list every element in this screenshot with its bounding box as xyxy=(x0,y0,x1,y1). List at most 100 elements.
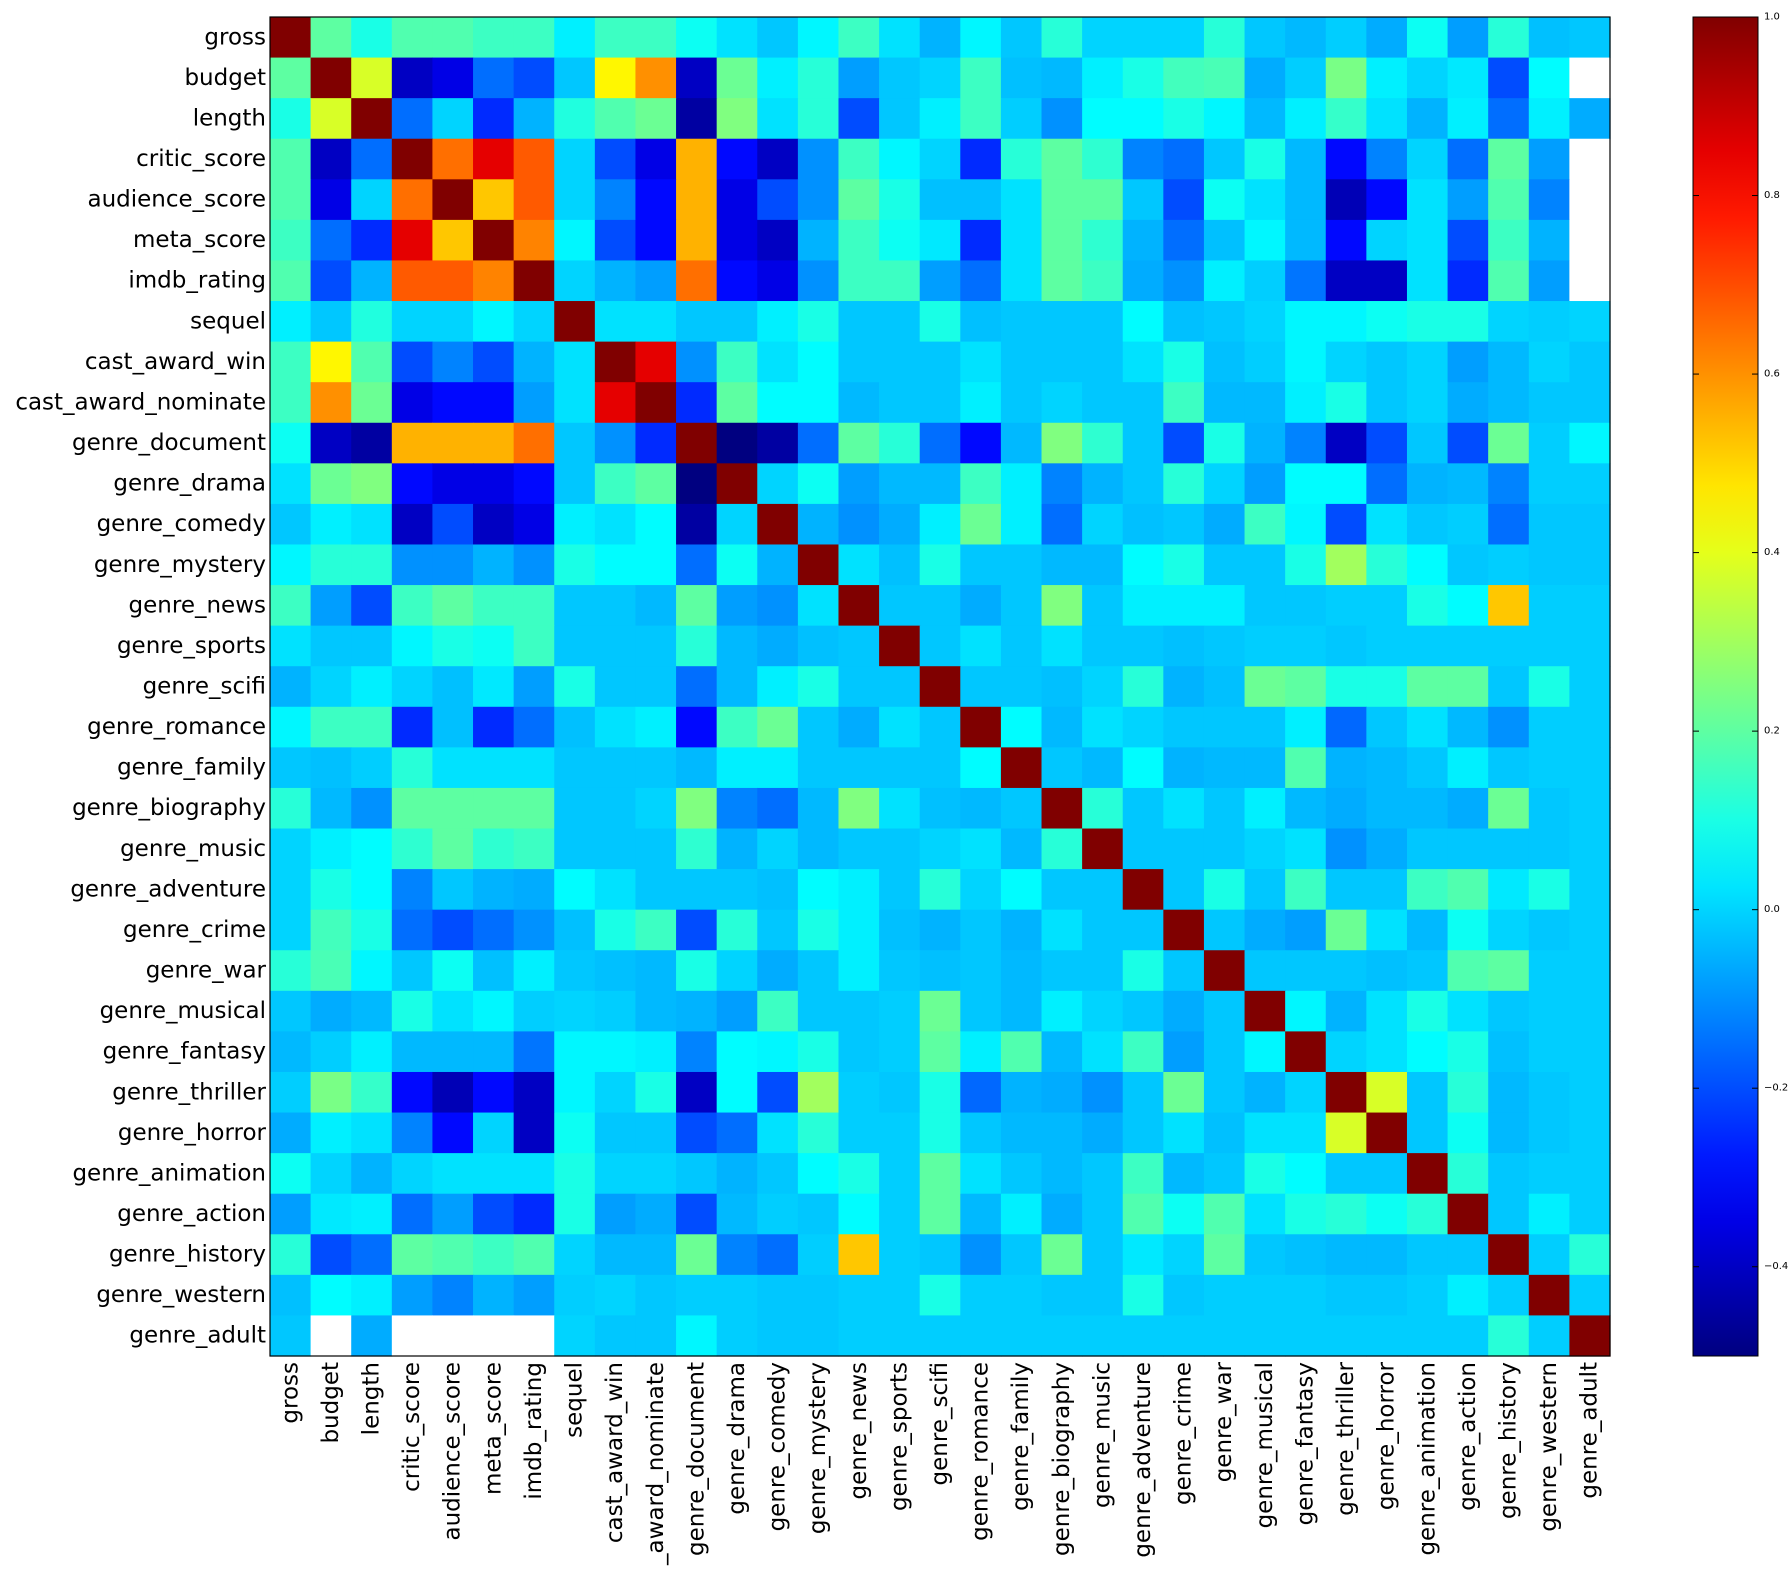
heatmap-cell xyxy=(1203,17,1246,59)
heatmap-cell xyxy=(919,463,961,505)
heatmap-cell xyxy=(1041,301,1083,343)
heatmap-cell xyxy=(1285,341,1327,383)
heatmap-cell xyxy=(676,1234,718,1276)
heatmap-cell xyxy=(473,138,515,180)
heatmap-cell xyxy=(1325,909,1367,951)
heatmap-cell xyxy=(473,219,515,262)
heatmap-cell xyxy=(513,463,555,505)
heatmap-cell xyxy=(310,341,352,383)
heatmap-cell xyxy=(716,747,758,789)
heatmap-cell xyxy=(1041,828,1083,870)
heatmap-cell xyxy=(432,869,474,911)
heatmap-cell xyxy=(879,787,921,830)
heatmap-cell xyxy=(554,869,596,911)
heatmap-cell xyxy=(594,950,637,992)
heatmap-cell xyxy=(432,138,474,180)
heatmap-cell xyxy=(1406,503,1449,546)
heatmap-cell xyxy=(1447,57,1489,99)
heatmap-cell xyxy=(351,1071,393,1114)
heatmap-cell xyxy=(1447,706,1489,748)
x-tick-label: genre_war xyxy=(1211,1361,1237,1482)
heatmap-cell xyxy=(1244,98,1286,140)
heatmap-cell xyxy=(838,1153,880,1195)
heatmap-cell xyxy=(391,544,434,586)
heatmap-cell xyxy=(1082,422,1124,464)
heatmap-cell xyxy=(473,909,515,951)
heatmap-cell xyxy=(1447,219,1489,262)
heatmap-cell xyxy=(1244,1274,1286,1317)
heatmap-cell xyxy=(1447,625,1489,667)
heatmap-cell xyxy=(270,1315,312,1357)
heatmap-cell xyxy=(635,950,677,992)
heatmap-cell xyxy=(716,179,758,221)
heatmap-cell xyxy=(757,950,799,992)
heatmap-cell xyxy=(1406,98,1449,140)
heatmap-cell xyxy=(310,544,352,586)
heatmap-cell xyxy=(513,1274,555,1317)
heatmap-cell xyxy=(513,219,555,262)
heatmap-cell xyxy=(838,909,880,951)
heatmap-cell xyxy=(1447,382,1489,424)
heatmap-cell xyxy=(635,503,677,546)
heatmap-cell xyxy=(1163,138,1205,180)
heatmap-cell xyxy=(351,1193,393,1235)
heatmap-cell xyxy=(1528,503,1570,546)
x-tick-label: length xyxy=(359,1362,385,1435)
heatmap-cell xyxy=(473,1315,515,1357)
heatmap-cell xyxy=(391,463,434,505)
heatmap-cell xyxy=(594,544,637,586)
heatmap-cell xyxy=(594,57,637,99)
heatmap-cell xyxy=(1569,1315,1611,1357)
heatmap-cell xyxy=(1082,625,1124,667)
heatmap-cell xyxy=(473,341,515,383)
heatmap-cell xyxy=(1122,585,1164,627)
heatmap-cell xyxy=(716,98,758,140)
heatmap-cell xyxy=(432,1274,474,1317)
heatmap-cell xyxy=(473,828,515,870)
heatmap-cell xyxy=(1569,828,1611,870)
heatmap-cell xyxy=(635,179,677,221)
heatmap-cell xyxy=(594,666,637,708)
heatmap-cell xyxy=(391,98,434,140)
heatmap-cell xyxy=(432,17,474,59)
y-tick-label: genre_comedy xyxy=(97,511,266,537)
x-tick-label: budget xyxy=(318,1362,344,1444)
heatmap-cell xyxy=(879,98,921,140)
y-tick-label: genre_musical xyxy=(100,998,266,1024)
heatmap-cell xyxy=(1285,787,1327,830)
heatmap-cell xyxy=(1122,1193,1164,1235)
heatmap-cell xyxy=(1163,909,1205,951)
heatmap-cell xyxy=(1122,463,1164,505)
heatmap-cell xyxy=(473,1274,515,1317)
y-tick-label: cast_award_win xyxy=(85,349,266,375)
heatmap-cell xyxy=(351,1315,393,1357)
x-tick-label: genre_scifi xyxy=(927,1362,953,1485)
heatmap-cell xyxy=(1163,1071,1205,1114)
heatmap-cell xyxy=(1447,503,1489,546)
colorbar-tick-label: 0.4 xyxy=(1764,547,1780,558)
heatmap-cell xyxy=(919,950,961,992)
heatmap-cell xyxy=(310,1274,352,1317)
heatmap-cell xyxy=(1488,706,1530,748)
y-tick-label: genre_biography xyxy=(72,795,266,821)
heatmap-cell xyxy=(676,179,718,221)
heatmap-cell xyxy=(391,1112,434,1154)
heatmap-cell xyxy=(270,1153,312,1195)
heatmap-cell xyxy=(432,909,474,951)
heatmap-cell xyxy=(1447,1193,1489,1235)
heatmap-cell xyxy=(716,341,758,383)
heatmap-cell xyxy=(1488,990,1530,1032)
heatmap-cell xyxy=(635,219,677,262)
heatmap-cell xyxy=(270,382,312,424)
heatmap-cell xyxy=(960,787,1002,830)
heatmap-cell xyxy=(879,1031,921,1073)
heatmap-cell xyxy=(797,179,840,221)
y-tick-label: genre_document xyxy=(72,430,266,456)
heatmap-cell xyxy=(473,1071,515,1114)
heatmap-cell xyxy=(1447,98,1489,140)
heatmap-cell xyxy=(1244,666,1286,708)
heatmap-cell xyxy=(473,585,515,627)
heatmap-cell xyxy=(1447,1274,1489,1317)
heatmap-cell xyxy=(1488,503,1530,546)
x-tick-label: critic_score xyxy=(399,1362,425,1492)
